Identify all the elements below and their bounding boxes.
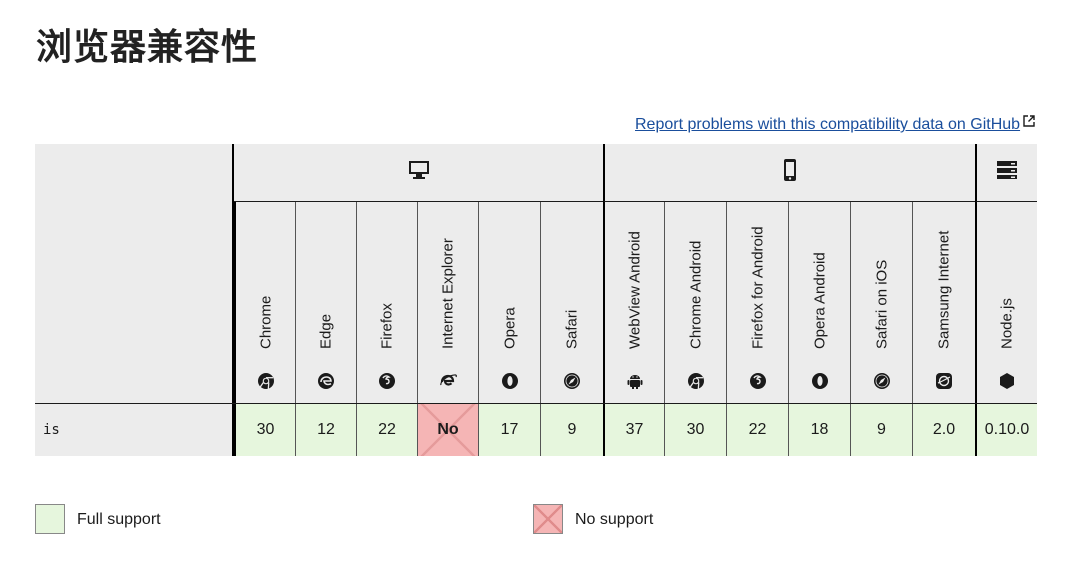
desktop-icon	[408, 160, 430, 185]
browser-label: Chrome Android	[687, 240, 704, 349]
edge-icon	[317, 372, 335, 390]
browser-header-firefox-for-android: Firefox for Android	[726, 202, 788, 404]
platform-server	[975, 144, 1037, 202]
browser-header-chrome: Chrome	[234, 202, 295, 404]
browser-header-firefox: Firefox	[356, 202, 417, 404]
no-support-swatch	[533, 504, 563, 534]
browser-label: Firefox	[378, 303, 396, 349]
support-cell-samsung-internet[interactable]: 2.0	[912, 404, 975, 456]
support-cell-safari[interactable]: 9	[540, 404, 603, 456]
browser-label: Edge	[317, 313, 335, 349]
safari-icon	[873, 372, 891, 390]
browser-label: Safari on iOS	[873, 259, 890, 349]
browser-header-internet-explorer: Internet Explorer	[417, 202, 478, 404]
support-cell-safari-on-ios[interactable]: 9	[850, 404, 912, 456]
feature-name: is	[35, 404, 234, 456]
support-cell-opera[interactable]: 17	[478, 404, 540, 456]
support-cell-chrome[interactable]: 30	[234, 404, 295, 456]
browser-header-node-js: Node.js	[975, 202, 1037, 404]
table-corner	[35, 144, 234, 404]
browser-label: WebView Android	[626, 231, 643, 349]
firefox-icon	[378, 372, 396, 390]
firefox-icon	[749, 372, 767, 390]
full-support-label: Full support	[77, 511, 161, 528]
platform-mobile	[603, 144, 975, 202]
browser-label: Samsung Internet	[935, 230, 953, 349]
support-cell-node-js[interactable]: 0.10.0	[975, 404, 1037, 456]
mobile-icon	[783, 158, 797, 187]
support-cell-chrome-android[interactable]: 30	[664, 404, 726, 456]
support-cell-firefox-for-android[interactable]: 22	[726, 404, 788, 456]
browser-header-webview-android: WebView Android	[603, 202, 664, 404]
samsung-icon	[935, 372, 953, 390]
ie-icon	[439, 372, 457, 390]
no-support-label: No support	[575, 511, 654, 528]
support-cell-edge[interactable]: 12	[295, 404, 356, 456]
browser-label: Firefox for Android	[749, 226, 766, 349]
opera-icon	[811, 372, 829, 390]
compat-table: Chrome Edge Firefox Internet Explorer Opera S…	[35, 144, 1037, 456]
browser-header-safari: Safari	[540, 202, 603, 404]
browser-label: Internet Explorer	[439, 238, 457, 349]
header-divider	[35, 403, 1037, 404]
opera-icon	[501, 372, 519, 390]
nodejs-icon	[998, 372, 1016, 390]
external-link-icon	[1023, 114, 1035, 132]
browser-header-samsung-internet: Samsung Internet	[912, 202, 975, 404]
chrome-icon	[687, 372, 705, 390]
browser-header-opera: Opera	[478, 202, 540, 404]
support-cell-webview-android[interactable]: 37	[603, 404, 664, 456]
server-icon	[996, 160, 1018, 185]
android-icon	[626, 372, 644, 390]
full-support-swatch	[35, 504, 65, 534]
platform-desktop	[234, 144, 603, 202]
safari-icon	[563, 372, 581, 390]
report-link-text: Report problems with this compatibility …	[635, 116, 1021, 133]
page-title: 浏览器兼容性	[36, 26, 259, 68]
browser-header-safari-on-ios: Safari on iOS	[850, 202, 912, 404]
browser-header-chrome-android: Chrome Android	[664, 202, 726, 404]
browser-header-edge: Edge	[295, 202, 356, 404]
chrome-icon	[257, 372, 275, 390]
browser-header-opera-android: Opera Android	[788, 202, 850, 404]
report-problems-link[interactable]: Report problems with this compatibility …	[635, 114, 1035, 134]
support-cell-opera-android[interactable]: 18	[788, 404, 850, 456]
browser-label: Node.js	[998, 298, 1016, 349]
browser-label: Opera	[501, 307, 518, 349]
support-cell-firefox[interactable]: 22	[356, 404, 417, 456]
browser-label: Safari	[563, 309, 581, 349]
browser-label: Chrome	[257, 295, 274, 349]
support-cell-internet-explorer[interactable]: No	[417, 404, 478, 456]
browser-label: Opera Android	[811, 252, 828, 349]
